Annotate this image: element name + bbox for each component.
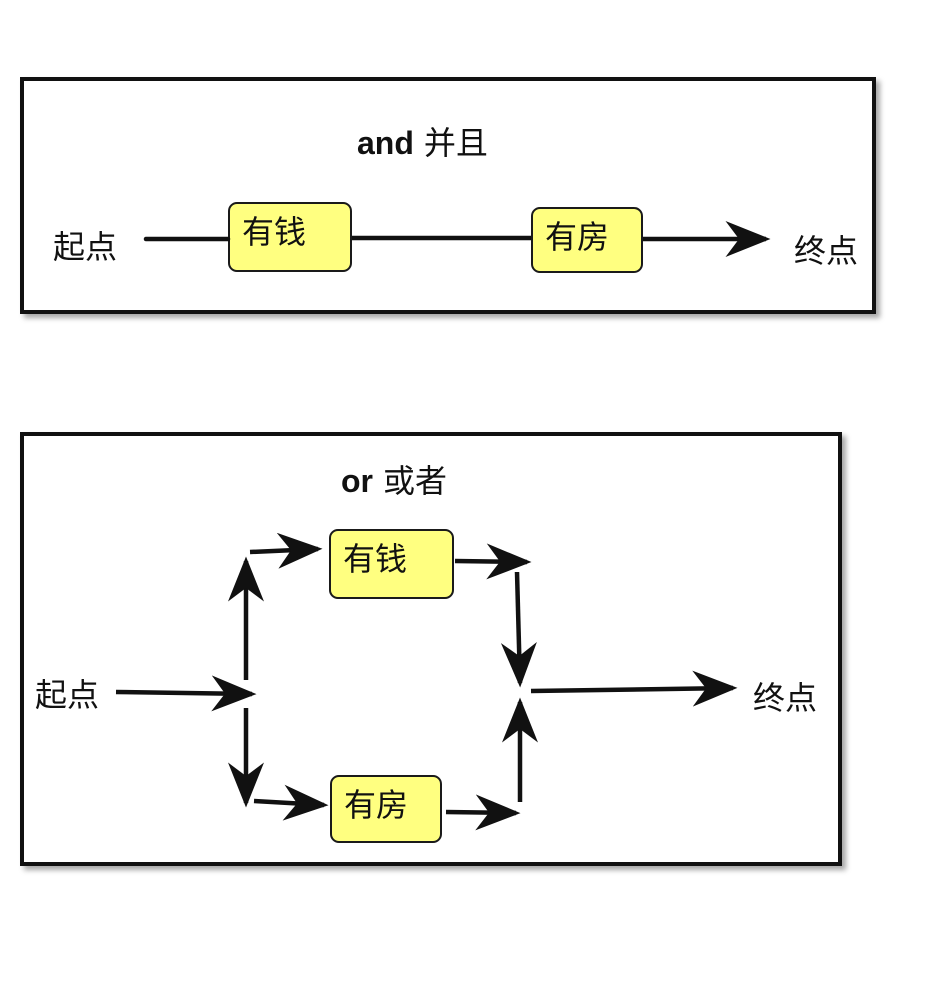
and-diagram-title: and 并且 xyxy=(357,118,488,164)
or-title-keyword: or xyxy=(341,463,373,499)
and-diagram-panel xyxy=(20,77,876,314)
and-node-money-label: 有钱 xyxy=(242,213,307,251)
and-start-label: 起点 xyxy=(53,228,118,266)
or-node-house: 有房 xyxy=(330,775,442,843)
and-node-house: 有房 xyxy=(531,207,643,273)
and-node-money: 有钱 xyxy=(228,202,352,272)
and-title-text: 并且 xyxy=(423,124,488,162)
or-node-money-label: 有钱 xyxy=(343,540,408,578)
or-node-house-label: 有房 xyxy=(344,786,409,824)
or-start-label: 起点 xyxy=(35,676,100,714)
and-end-label: 终点 xyxy=(794,232,859,270)
or-end-label: 终点 xyxy=(753,679,818,717)
or-title-text: 或者 xyxy=(383,462,448,500)
and-title-keyword: and xyxy=(357,125,414,161)
or-diagram-title: or 或者 xyxy=(341,456,447,502)
and-node-house-label: 有房 xyxy=(545,218,610,256)
or-node-money: 有钱 xyxy=(329,529,454,599)
